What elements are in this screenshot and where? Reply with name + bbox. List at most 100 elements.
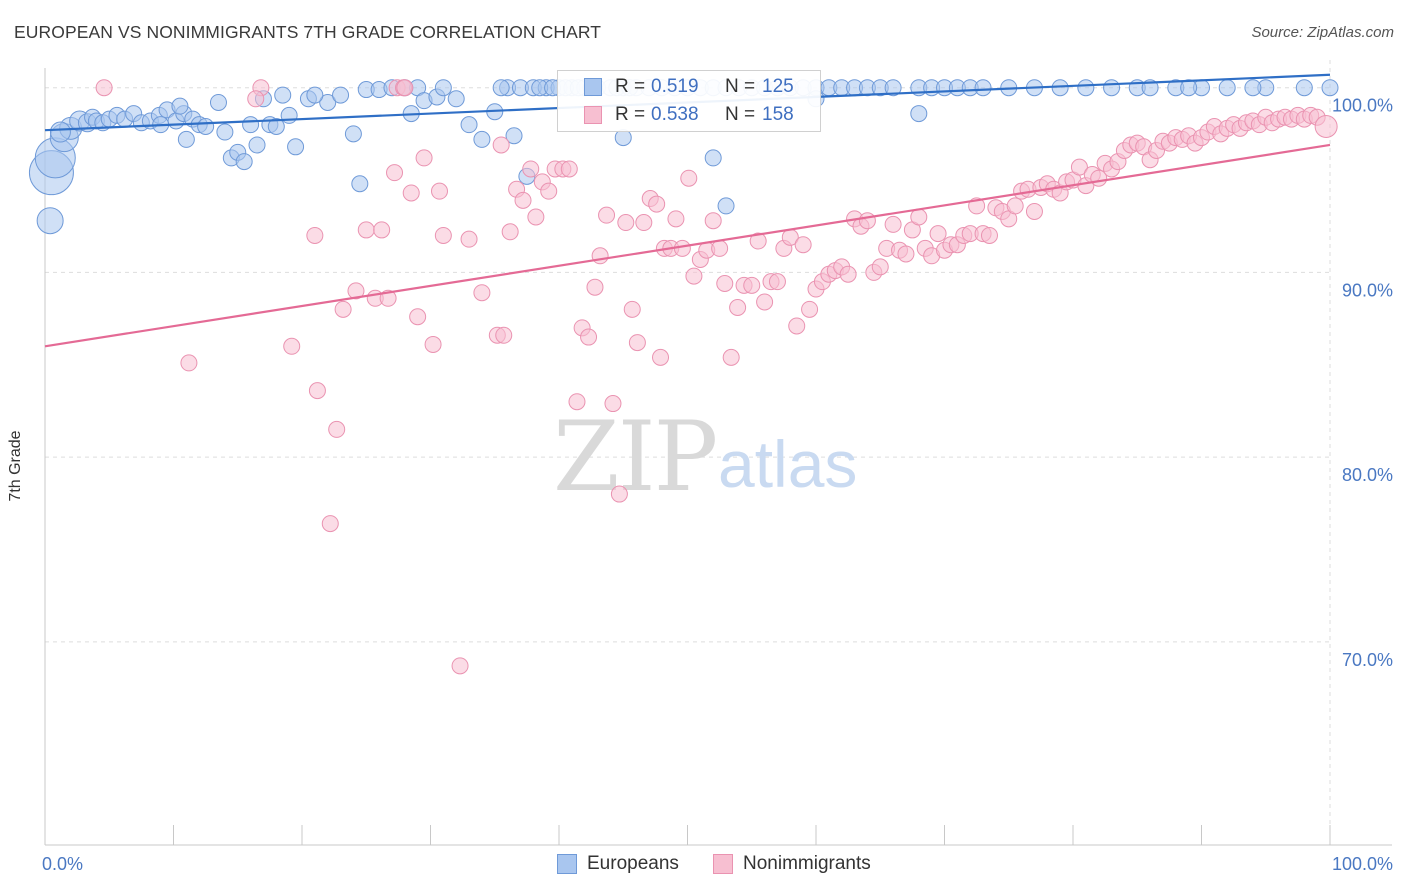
axes	[44, 68, 1392, 846]
nonimmigrants-point	[652, 348, 670, 366]
n-label: N =	[725, 104, 756, 125]
europeans-point	[434, 79, 452, 97]
nonimmigrants-point	[386, 164, 404, 182]
europeans-point	[306, 86, 324, 104]
europeans-point	[1295, 79, 1313, 97]
nonimmigrants-point	[492, 136, 510, 154]
nonimmigrants-point	[743, 276, 761, 294]
nonimmigrants-point	[328, 420, 346, 438]
y-tick-labels: 100.0% 90.0% 80.0% 70.0%	[1332, 96, 1393, 670]
nonimmigrants-point	[680, 169, 698, 187]
nonimmigrants-point	[648, 195, 666, 213]
europeans-point	[884, 79, 902, 97]
r-label: R =	[615, 76, 646, 97]
nonimmigrants-point	[409, 308, 427, 326]
nonimmigrants-point	[473, 284, 491, 302]
nonimmigrants-point	[560, 160, 578, 178]
europeans-point	[197, 117, 215, 135]
nonimmigrants-point	[495, 326, 513, 344]
nonimmigrants-point	[347, 282, 365, 300]
nonimmigrants-trend-line	[44, 143, 1331, 348]
legend-label: Europeans	[587, 853, 679, 874]
europeans-point	[287, 138, 305, 156]
nonimmigrants-point	[396, 79, 414, 97]
europeans-point	[460, 116, 478, 134]
n-value: 158	[762, 104, 794, 125]
nonimmigrants-point	[306, 226, 324, 244]
nonimmigrants-point	[711, 239, 729, 257]
y-tick-label: 70.0%	[1342, 650, 1393, 670]
europeans-point	[1103, 79, 1121, 97]
nonimmigrants-point	[514, 191, 532, 209]
nonimmigrants-point	[635, 214, 653, 232]
europeans-point	[248, 136, 266, 154]
nonimmigrants-point	[522, 160, 540, 178]
europeans-point	[492, 79, 510, 97]
nonimmigrants-point	[430, 182, 448, 200]
nonimmigrants-point	[598, 206, 616, 224]
nonimmigrants-point	[667, 210, 685, 228]
nonimmigrants-point	[897, 245, 915, 263]
europeans-point	[216, 123, 234, 141]
nonimmigrants-point	[1006, 197, 1024, 215]
nonimmigrants-point	[610, 485, 628, 503]
nonimmigrants-point	[604, 395, 622, 413]
watermark-atlas: atlas	[718, 427, 857, 501]
nonimmigrants-point	[591, 247, 609, 265]
nonimmigrants-point	[628, 334, 646, 352]
nonimmigrants-point	[247, 90, 265, 108]
nonimmigrants-point	[527, 208, 545, 226]
x-tick-label: 0.0%	[42, 854, 83, 874]
nonimmigrants-point	[794, 236, 812, 254]
nonimmigrants-point	[839, 265, 857, 283]
nonimmigrants-point	[858, 212, 876, 230]
europeans-point	[1077, 79, 1095, 97]
nonimmigrants-point	[540, 182, 558, 200]
nonimmigrants-point	[704, 212, 722, 230]
nonimmigrants-point	[334, 300, 352, 318]
nonimmigrants-point	[460, 230, 478, 248]
europeans-point	[235, 153, 253, 171]
europeans-point	[209, 93, 227, 111]
europeans-point	[505, 127, 523, 145]
nonimmigrants-point	[321, 515, 339, 533]
europeans-point	[717, 197, 735, 215]
europeans-point	[974, 79, 992, 97]
nonimmigrants-point	[722, 348, 740, 366]
europeans-point	[171, 97, 189, 115]
y-tick-label: 80.0%	[1342, 465, 1393, 485]
r-label: R =	[615, 104, 646, 125]
nonimmigrants-point	[308, 382, 326, 400]
watermark-zip: ZIP	[553, 401, 716, 513]
europeans-point	[1321, 79, 1339, 97]
europeans-point	[910, 105, 928, 123]
nonimmigrants-points	[95, 79, 1338, 675]
europeans-point	[447, 90, 465, 108]
nonimmigrants-point	[586, 278, 604, 296]
europeans-point	[1218, 79, 1236, 97]
nonimmigrants-swatch	[584, 106, 602, 124]
nonimmigrants-point	[501, 223, 519, 241]
nonimmigrants-point	[283, 337, 301, 355]
nonimmigrants-point	[910, 208, 928, 226]
europeans-point	[280, 106, 298, 124]
europeans-point	[1180, 79, 1198, 97]
europeans-point	[36, 207, 64, 235]
nonimmigrants-point	[871, 258, 889, 276]
nonimmigrants-point	[180, 354, 198, 372]
x-tick-labels: 0.0% 100.0%	[42, 854, 1393, 874]
nonimmigrants-point	[788, 317, 806, 335]
nonimmigrants-point	[749, 232, 767, 250]
watermark: ZIP atlas	[553, 401, 857, 513]
stats-box: R = 0.519 N = 125 R = 0.538 N = 158	[557, 70, 821, 132]
nonimmigrants-point	[1070, 158, 1088, 176]
nonimmigrants-point	[415, 149, 433, 167]
nonimmigrants-point	[768, 273, 786, 291]
nonimmigrants-point	[451, 657, 469, 675]
europeans-point	[1244, 79, 1262, 97]
nonimmigrants-point	[884, 215, 902, 233]
nonimmigrants-point	[729, 299, 747, 317]
chart-title: EUROPEAN VS NONIMMIGRANTS 7TH GRADE CORR…	[14, 22, 602, 42]
europeans-point	[177, 130, 195, 148]
nonimmigrants-point	[568, 393, 586, 411]
